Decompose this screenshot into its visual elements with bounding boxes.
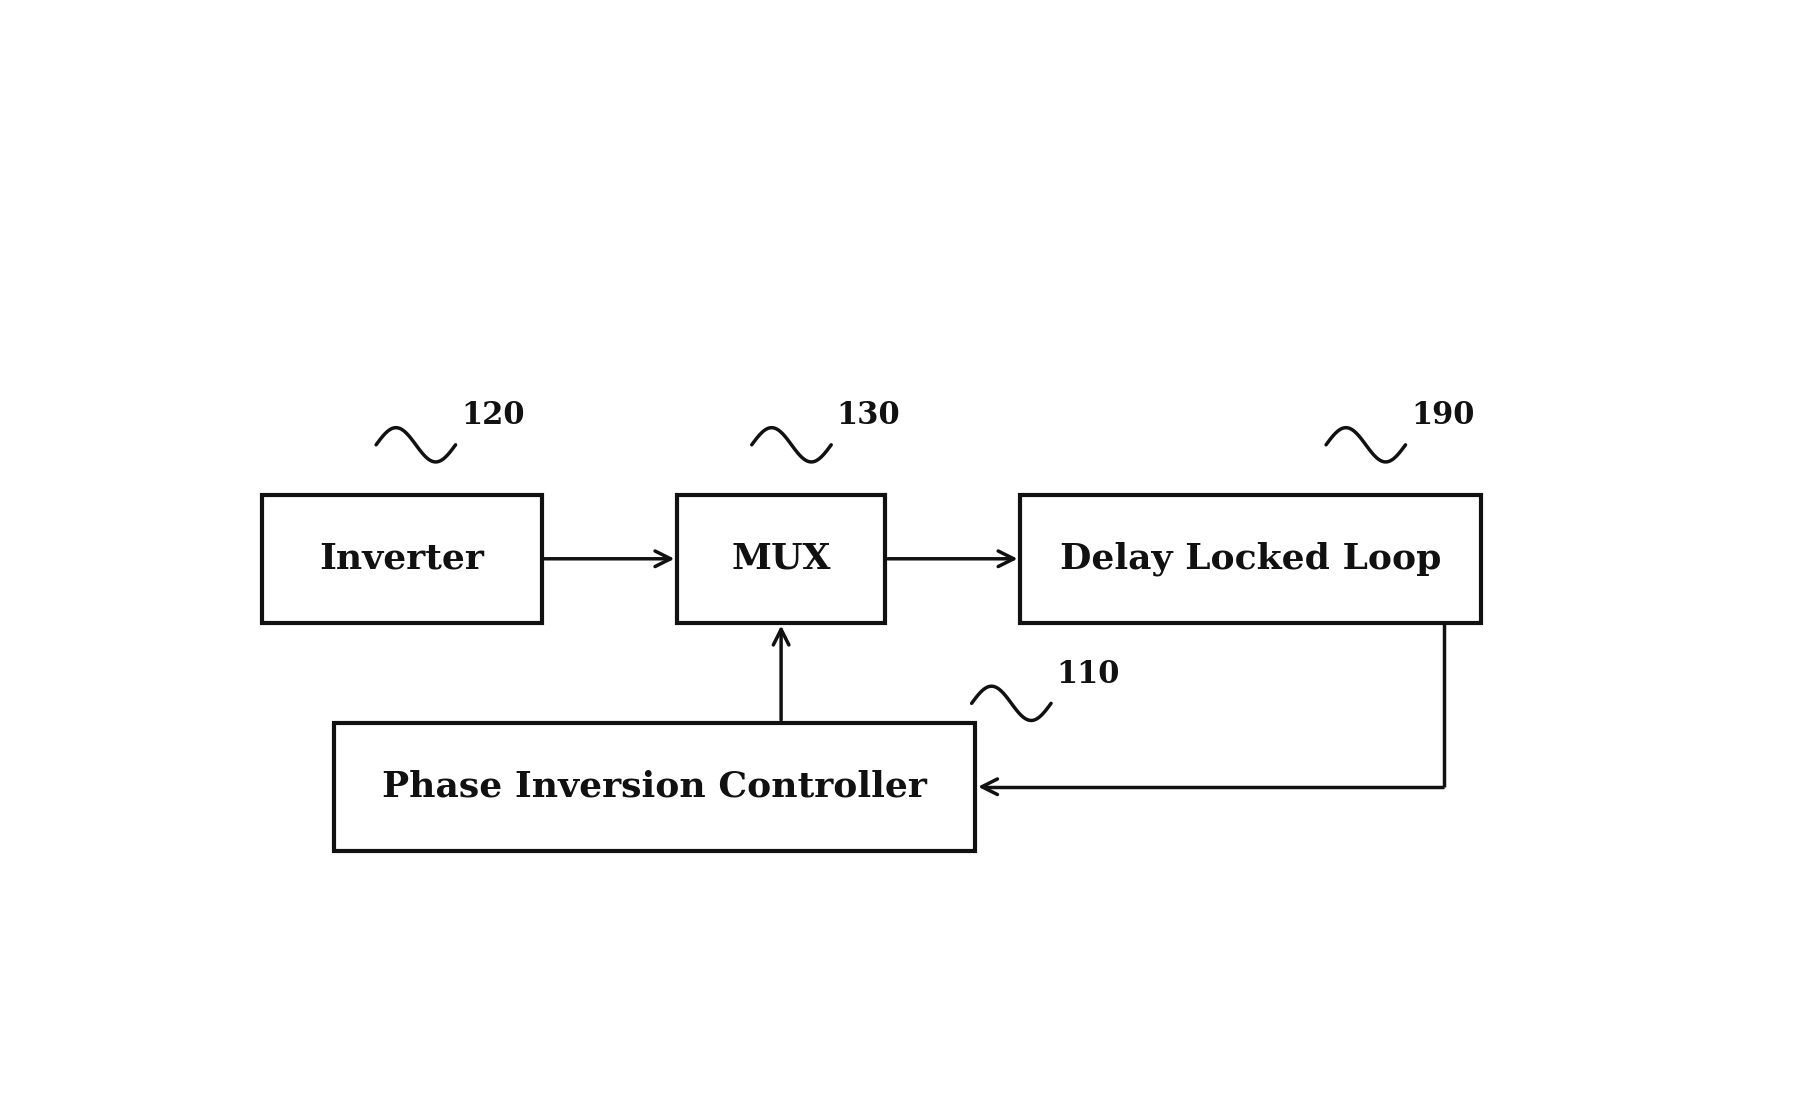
Text: Phase Inversion Controller: Phase Inversion Controller — [383, 770, 926, 804]
Text: 120: 120 — [460, 400, 523, 431]
Text: 110: 110 — [1056, 659, 1119, 689]
Text: 190: 190 — [1410, 400, 1473, 431]
Text: 130: 130 — [836, 400, 899, 431]
Bar — [334, 723, 975, 851]
Text: MUX: MUX — [731, 542, 830, 576]
Text: Inverter: Inverter — [319, 542, 484, 576]
Text: Delay Locked Loop: Delay Locked Loop — [1060, 542, 1440, 576]
Bar — [262, 495, 542, 623]
Bar — [677, 495, 884, 623]
Bar — [1020, 495, 1480, 623]
